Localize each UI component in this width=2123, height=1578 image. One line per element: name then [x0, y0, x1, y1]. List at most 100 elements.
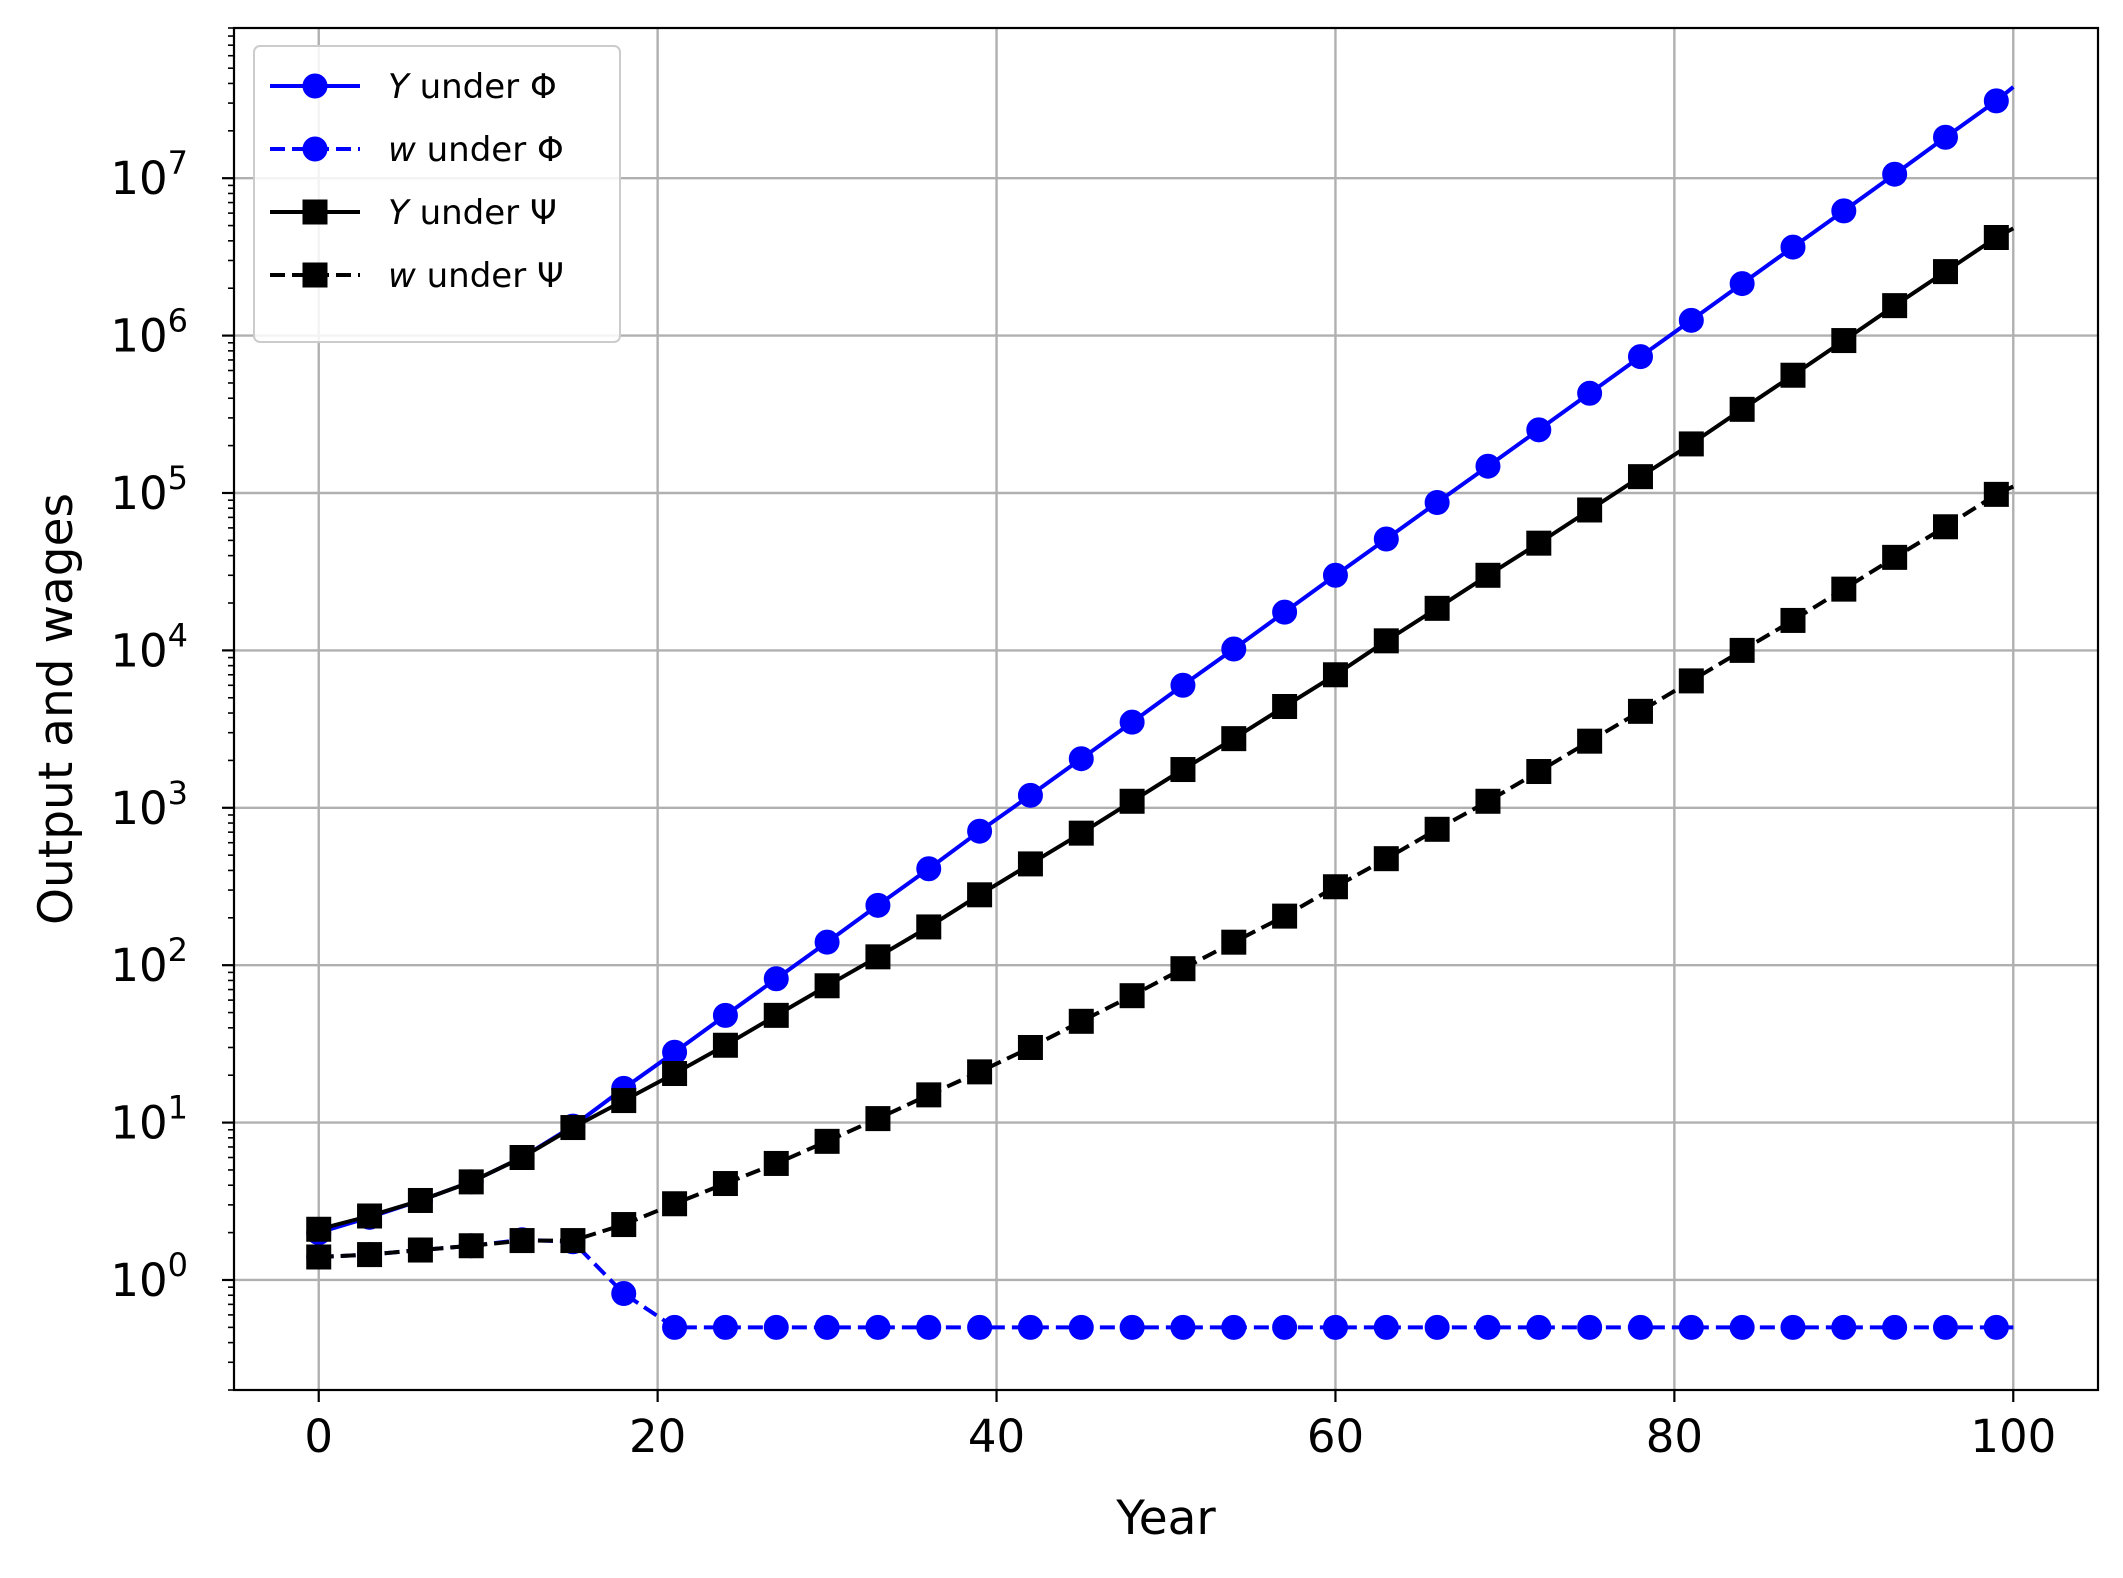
y-tick-label: 107: [110, 144, 188, 205]
data-point: [1272, 694, 1298, 720]
data-point: [1882, 293, 1908, 319]
data-point: [712, 1171, 738, 1197]
data-point: [1780, 234, 1806, 260]
data-point: [916, 914, 942, 940]
data-point: [1678, 1314, 1704, 1340]
data-point: [1424, 816, 1450, 842]
data-point: [509, 1145, 535, 1171]
data-point: [1526, 759, 1552, 785]
data-point: [1983, 88, 2009, 114]
y-tick-label: 103: [110, 774, 188, 835]
data-point: [1882, 161, 1908, 187]
data-point: [1678, 431, 1704, 457]
data-point: [1119, 983, 1145, 1009]
data-point: [1424, 1314, 1450, 1340]
y-tick-label: 102: [110, 931, 188, 992]
data-point: [1119, 709, 1145, 735]
data-point: [1932, 259, 1958, 285]
grid-lines: [234, 28, 2098, 1390]
data-point: [1780, 362, 1806, 388]
data-point: [1627, 698, 1653, 724]
data-point: [1577, 1314, 1603, 1340]
data-point: [814, 929, 840, 955]
data-point: [1017, 851, 1043, 877]
data-point: [662, 1061, 688, 1087]
x-tick-label: 60: [1307, 1410, 1364, 1463]
data-point: [1475, 453, 1501, 479]
data-point: [1068, 1008, 1094, 1034]
data-point: [611, 1088, 637, 1114]
data-point: [865, 944, 891, 970]
axis-ticks: 0 20 40 60 80 100 100 101 102 103 104 105 106 107: [110, 27, 2056, 1463]
y-axis-title: Output and wages: [29, 493, 84, 925]
data-point: [967, 818, 993, 844]
data-point: [357, 1203, 383, 1229]
data-point: [1017, 1314, 1043, 1340]
legend: Y under Φ w under Φ Y under Ψ w under Ψ: [253, 45, 621, 343]
data-point: [1170, 672, 1196, 698]
data-point: [407, 1187, 433, 1213]
data-point: [1373, 846, 1399, 872]
data-point: [1831, 576, 1857, 602]
data-point: [916, 856, 942, 882]
data-point: [1373, 628, 1399, 654]
data-point: [1831, 198, 1857, 224]
legend-label: w under Ψ: [388, 256, 564, 296]
series-3: [306, 224, 2015, 1242]
data-point: [1729, 271, 1755, 297]
data-point: [1424, 490, 1450, 516]
legend-marker: [302, 199, 328, 225]
data-point: [1221, 1314, 1247, 1340]
series-layer: [306, 85, 2015, 1340]
data-point: [814, 1128, 840, 1154]
data-point: [1373, 526, 1399, 552]
legend-box: [253, 45, 621, 343]
data-point: [357, 1242, 383, 1268]
x-tick-label: 100: [1970, 1410, 2056, 1463]
x-tick-label: 20: [629, 1410, 686, 1463]
data-point: [1170, 757, 1196, 783]
data-point: [1017, 1034, 1043, 1060]
data-point: [306, 1216, 332, 1242]
data-point: [662, 1314, 688, 1340]
data-point: [1272, 599, 1298, 625]
data-point: [916, 1314, 942, 1340]
data-point: [560, 1115, 586, 1141]
data-point: [1983, 481, 2009, 507]
data-point: [967, 882, 993, 908]
data-point: [1068, 1314, 1094, 1340]
data-point: [1780, 1314, 1806, 1340]
data-point: [1678, 307, 1704, 333]
data-point: [763, 1150, 789, 1176]
data-point: [458, 1169, 484, 1195]
data-point: [509, 1228, 535, 1254]
data-point: [1068, 746, 1094, 772]
data-point: [763, 1002, 789, 1028]
data-point: [712, 1032, 738, 1058]
data-point: [1627, 464, 1653, 490]
data-point: [1424, 595, 1450, 621]
data-point: [662, 1191, 688, 1217]
data-point: [1983, 224, 2009, 250]
data-point: [916, 1082, 942, 1108]
legend-label: w under Φ: [388, 130, 564, 170]
x-tick-label: 40: [968, 1410, 1025, 1463]
data-point: [1119, 1314, 1145, 1340]
y-tick-label: 104: [110, 616, 188, 677]
data-point: [1831, 1314, 1857, 1340]
data-point: [1932, 124, 1958, 150]
data-point: [1627, 1314, 1653, 1340]
data-point: [1170, 956, 1196, 982]
data-point: [1526, 530, 1552, 556]
data-point: [763, 966, 789, 992]
data-point: [1678, 668, 1704, 694]
data-point: [611, 1212, 637, 1238]
data-point: [1017, 782, 1043, 808]
data-point: [1932, 514, 1958, 540]
data-point: [1221, 636, 1247, 662]
data-point: [1119, 788, 1145, 814]
data-point: [1322, 1314, 1348, 1340]
data-point: [865, 892, 891, 918]
data-point: [1577, 380, 1603, 406]
